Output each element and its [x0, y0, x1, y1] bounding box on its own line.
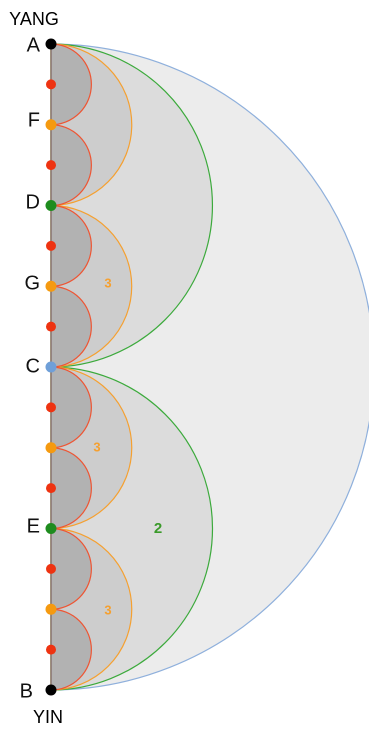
point [45, 38, 57, 50]
point [46, 240, 56, 251]
point [46, 79, 56, 90]
dots [45, 38, 57, 696]
point [45, 523, 57, 534]
semicircle [50, 285, 92, 368]
point [45, 684, 57, 696]
point [45, 603, 57, 615]
point-label: C [26, 355, 40, 377]
top-label: YANG [9, 9, 59, 29]
point-label: F [28, 109, 40, 131]
point [46, 563, 56, 574]
semicircle [50, 124, 92, 207]
arcs [50, 43, 369, 691]
semicircle [50, 608, 92, 691]
point-label: A [27, 34, 41, 56]
region-label: 3 [104, 602, 111, 617]
region-label: 3 [104, 275, 111, 290]
semicircle [50, 204, 92, 287]
point [46, 483, 56, 494]
point-label: B [20, 680, 33, 702]
point [45, 200, 57, 211]
point [45, 280, 57, 292]
point [45, 361, 57, 373]
semicircle [50, 366, 92, 449]
semicircle [50, 43, 92, 126]
semicircle [50, 527, 92, 610]
point [46, 321, 56, 332]
point [46, 644, 56, 655]
point [46, 160, 56, 171]
point [45, 442, 57, 454]
point-label: E [27, 515, 40, 537]
point-label: G [24, 272, 40, 294]
region-label: 3 [93, 439, 100, 454]
point-label: D [26, 191, 40, 213]
point [46, 402, 56, 413]
bottom-label: YIN [33, 707, 63, 727]
semicircle [50, 447, 92, 530]
region-label: 2 [154, 520, 162, 537]
point [45, 119, 57, 131]
